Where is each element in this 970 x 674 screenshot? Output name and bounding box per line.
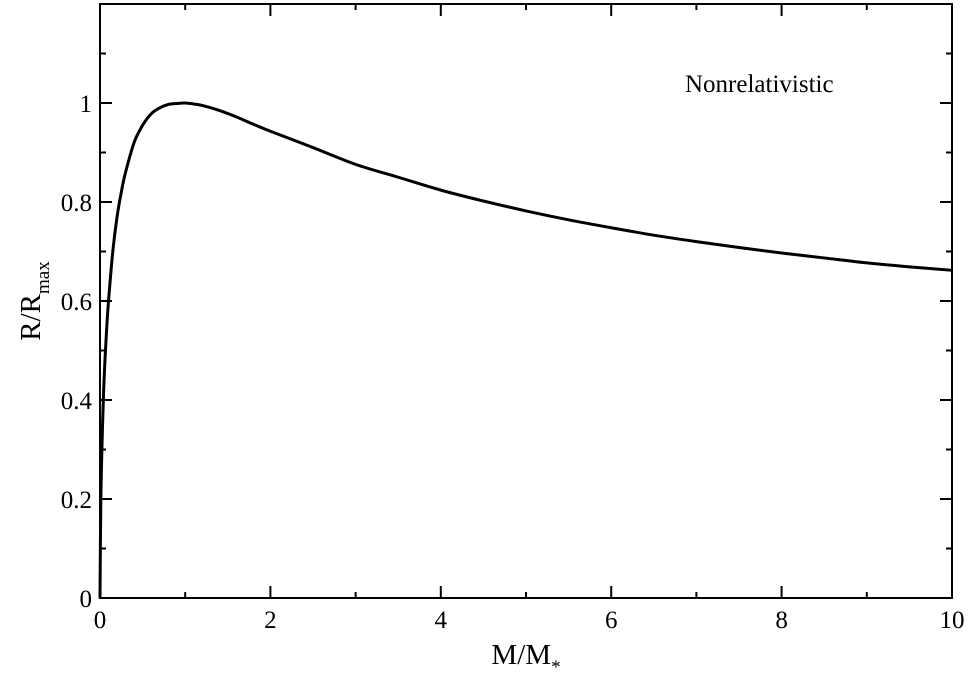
x-tick-label: 6 xyxy=(605,607,618,634)
annotation-label: Nonrelativistic xyxy=(685,71,834,98)
y-tick-label: 1 xyxy=(80,91,93,118)
y-tick-label: 0.8 xyxy=(61,190,92,217)
series-line xyxy=(98,101,953,599)
y-tick-label: 0 xyxy=(80,586,93,613)
x-tick-label: 4 xyxy=(435,607,448,634)
x-tick-label: 0 xyxy=(94,607,107,634)
y-tick-label: 0.2 xyxy=(61,487,92,514)
y-tick-label: 0.4 xyxy=(61,388,93,415)
tick-labels-layer: 0 2 4 6 8 10 0 0.2 0.4 0.6 0.8 1 xyxy=(61,91,965,634)
y-axis-title: R/Rmax xyxy=(15,261,54,341)
x-tick-label: 2 xyxy=(264,607,277,634)
y-tick-label: 0.6 xyxy=(61,289,92,316)
y-axis-title-sub: max xyxy=(33,261,54,294)
x-axis-title: M/M* xyxy=(491,639,560,674)
x-axis-title-sub: * xyxy=(551,657,561,674)
y-axis-title-main: R/R xyxy=(15,293,47,340)
ticks-layer xyxy=(99,3,953,599)
x-tick-label: 8 xyxy=(775,607,788,634)
x-tick-label: 10 xyxy=(940,607,965,634)
x-axis-title-main: M/M xyxy=(491,639,551,671)
